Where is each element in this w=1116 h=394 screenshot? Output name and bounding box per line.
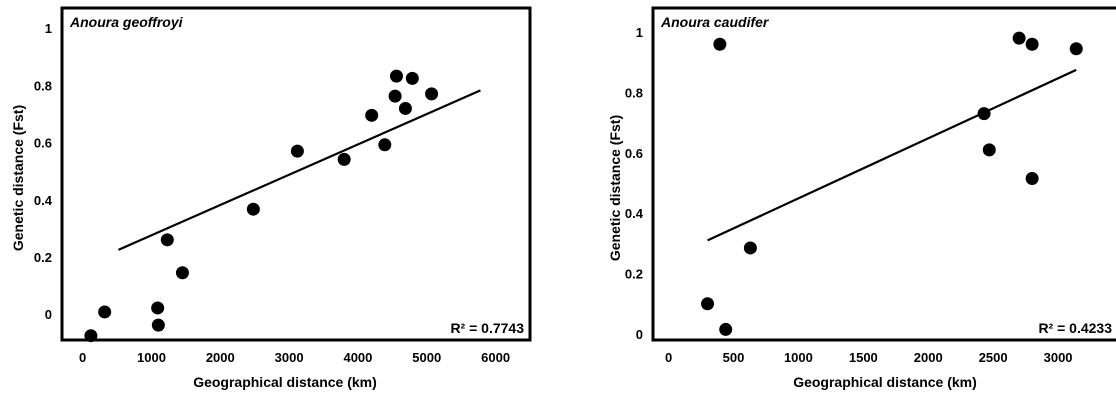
data-point — [405, 71, 419, 85]
x-tick-label: 2000 — [914, 350, 943, 365]
data-point — [290, 144, 304, 158]
data-point — [398, 101, 412, 115]
panel-title: Anoura geoffroyi — [69, 14, 184, 30]
y-ticks: 0 0.2 0.4 0.6 0.8 1 — [34, 21, 53, 322]
x-tick-label: 3000 — [1044, 350, 1073, 365]
x-tick-label: 1500 — [849, 350, 878, 365]
y-tick-label: 0.8 — [34, 78, 52, 93]
x-ticks: 0 500 1000 1500 2000 2500 3000 — [665, 350, 1073, 365]
data-point — [701, 297, 715, 311]
data-point — [982, 143, 996, 157]
x-tick-label: 3000 — [275, 350, 304, 365]
data-point — [1025, 172, 1039, 186]
x-tick-label: 1000 — [784, 350, 813, 365]
points-layer — [84, 69, 439, 343]
data-point — [719, 322, 733, 336]
y-axis-label: Genetic distance (Fst) — [607, 115, 623, 261]
data-point — [365, 108, 379, 122]
x-tick-label: 4000 — [343, 350, 372, 365]
data-point — [151, 318, 165, 332]
x-tick-label: 6000 — [481, 350, 510, 365]
x-tick-label: 0 — [665, 350, 672, 365]
x-tick-label: 1000 — [137, 350, 166, 365]
panel-anoura-geoffroyi: Anoura geoffroyi R² = 0.7743 Geographica… — [10, 6, 532, 390]
r-squared-label: R² = 0.7743 — [450, 320, 524, 336]
trendline — [707, 68, 1077, 242]
y-tick-label: 0.2 — [625, 267, 643, 282]
data-point — [175, 266, 189, 280]
data-point — [160, 233, 174, 247]
data-point — [246, 202, 260, 216]
data-point — [1012, 31, 1026, 45]
y-tick-label: 1 — [45, 21, 52, 36]
data-point — [378, 138, 392, 152]
y-tick-label: 0.8 — [625, 86, 643, 101]
data-point — [151, 301, 165, 315]
y-tick-label: 0.6 — [625, 146, 643, 161]
y-tick-label: 0 — [636, 327, 643, 342]
data-point — [743, 241, 757, 255]
data-point — [84, 329, 98, 343]
r-squared-label: R² = 0.4233 — [1038, 320, 1112, 336]
y-tick-label: 0.2 — [34, 250, 52, 265]
x-tick-label: 2000 — [206, 350, 235, 365]
trendline-layer — [117, 89, 481, 251]
data-point — [337, 152, 351, 166]
plot-frame — [651, 6, 1116, 342]
y-tick-label: 0.4 — [625, 206, 644, 221]
data-point — [389, 69, 403, 83]
points-layer — [701, 31, 1083, 336]
y-tick-label: 0.6 — [34, 136, 52, 151]
x-axis-label: Geographical distance (km) — [793, 374, 977, 390]
plot-frame — [60, 6, 532, 342]
y-tick-label: 0.4 — [34, 193, 53, 208]
panel-title: Anoura caudifer — [660, 14, 770, 30]
y-axis-label: Genetic distance (Fst) — [10, 105, 26, 251]
data-point — [98, 305, 112, 319]
x-tick-label: 5000 — [412, 350, 441, 365]
trendline — [117, 89, 481, 251]
data-point — [1025, 37, 1039, 51]
panel-anoura-caudifer: Anoura caudifer R² = 0.4233 Geographical… — [607, 6, 1116, 390]
data-point — [977, 107, 991, 121]
x-ticks: 0 1000 2000 3000 4000 5000 6000 — [79, 350, 510, 365]
data-point — [388, 89, 402, 103]
y-tick-label: 1 — [636, 25, 643, 40]
y-ticks: 0 0.2 0.4 0.6 0.8 1 — [625, 25, 644, 342]
x-axis-label: Geographical distance (km) — [193, 374, 377, 390]
x-tick-label: 2500 — [979, 350, 1008, 365]
data-point — [713, 37, 727, 51]
trendline-layer — [707, 68, 1077, 242]
x-tick-label: 500 — [723, 350, 745, 365]
data-point — [1069, 42, 1083, 56]
x-tick-label: 0 — [79, 350, 86, 365]
data-point — [425, 87, 439, 101]
y-tick-label: 0 — [45, 307, 52, 322]
